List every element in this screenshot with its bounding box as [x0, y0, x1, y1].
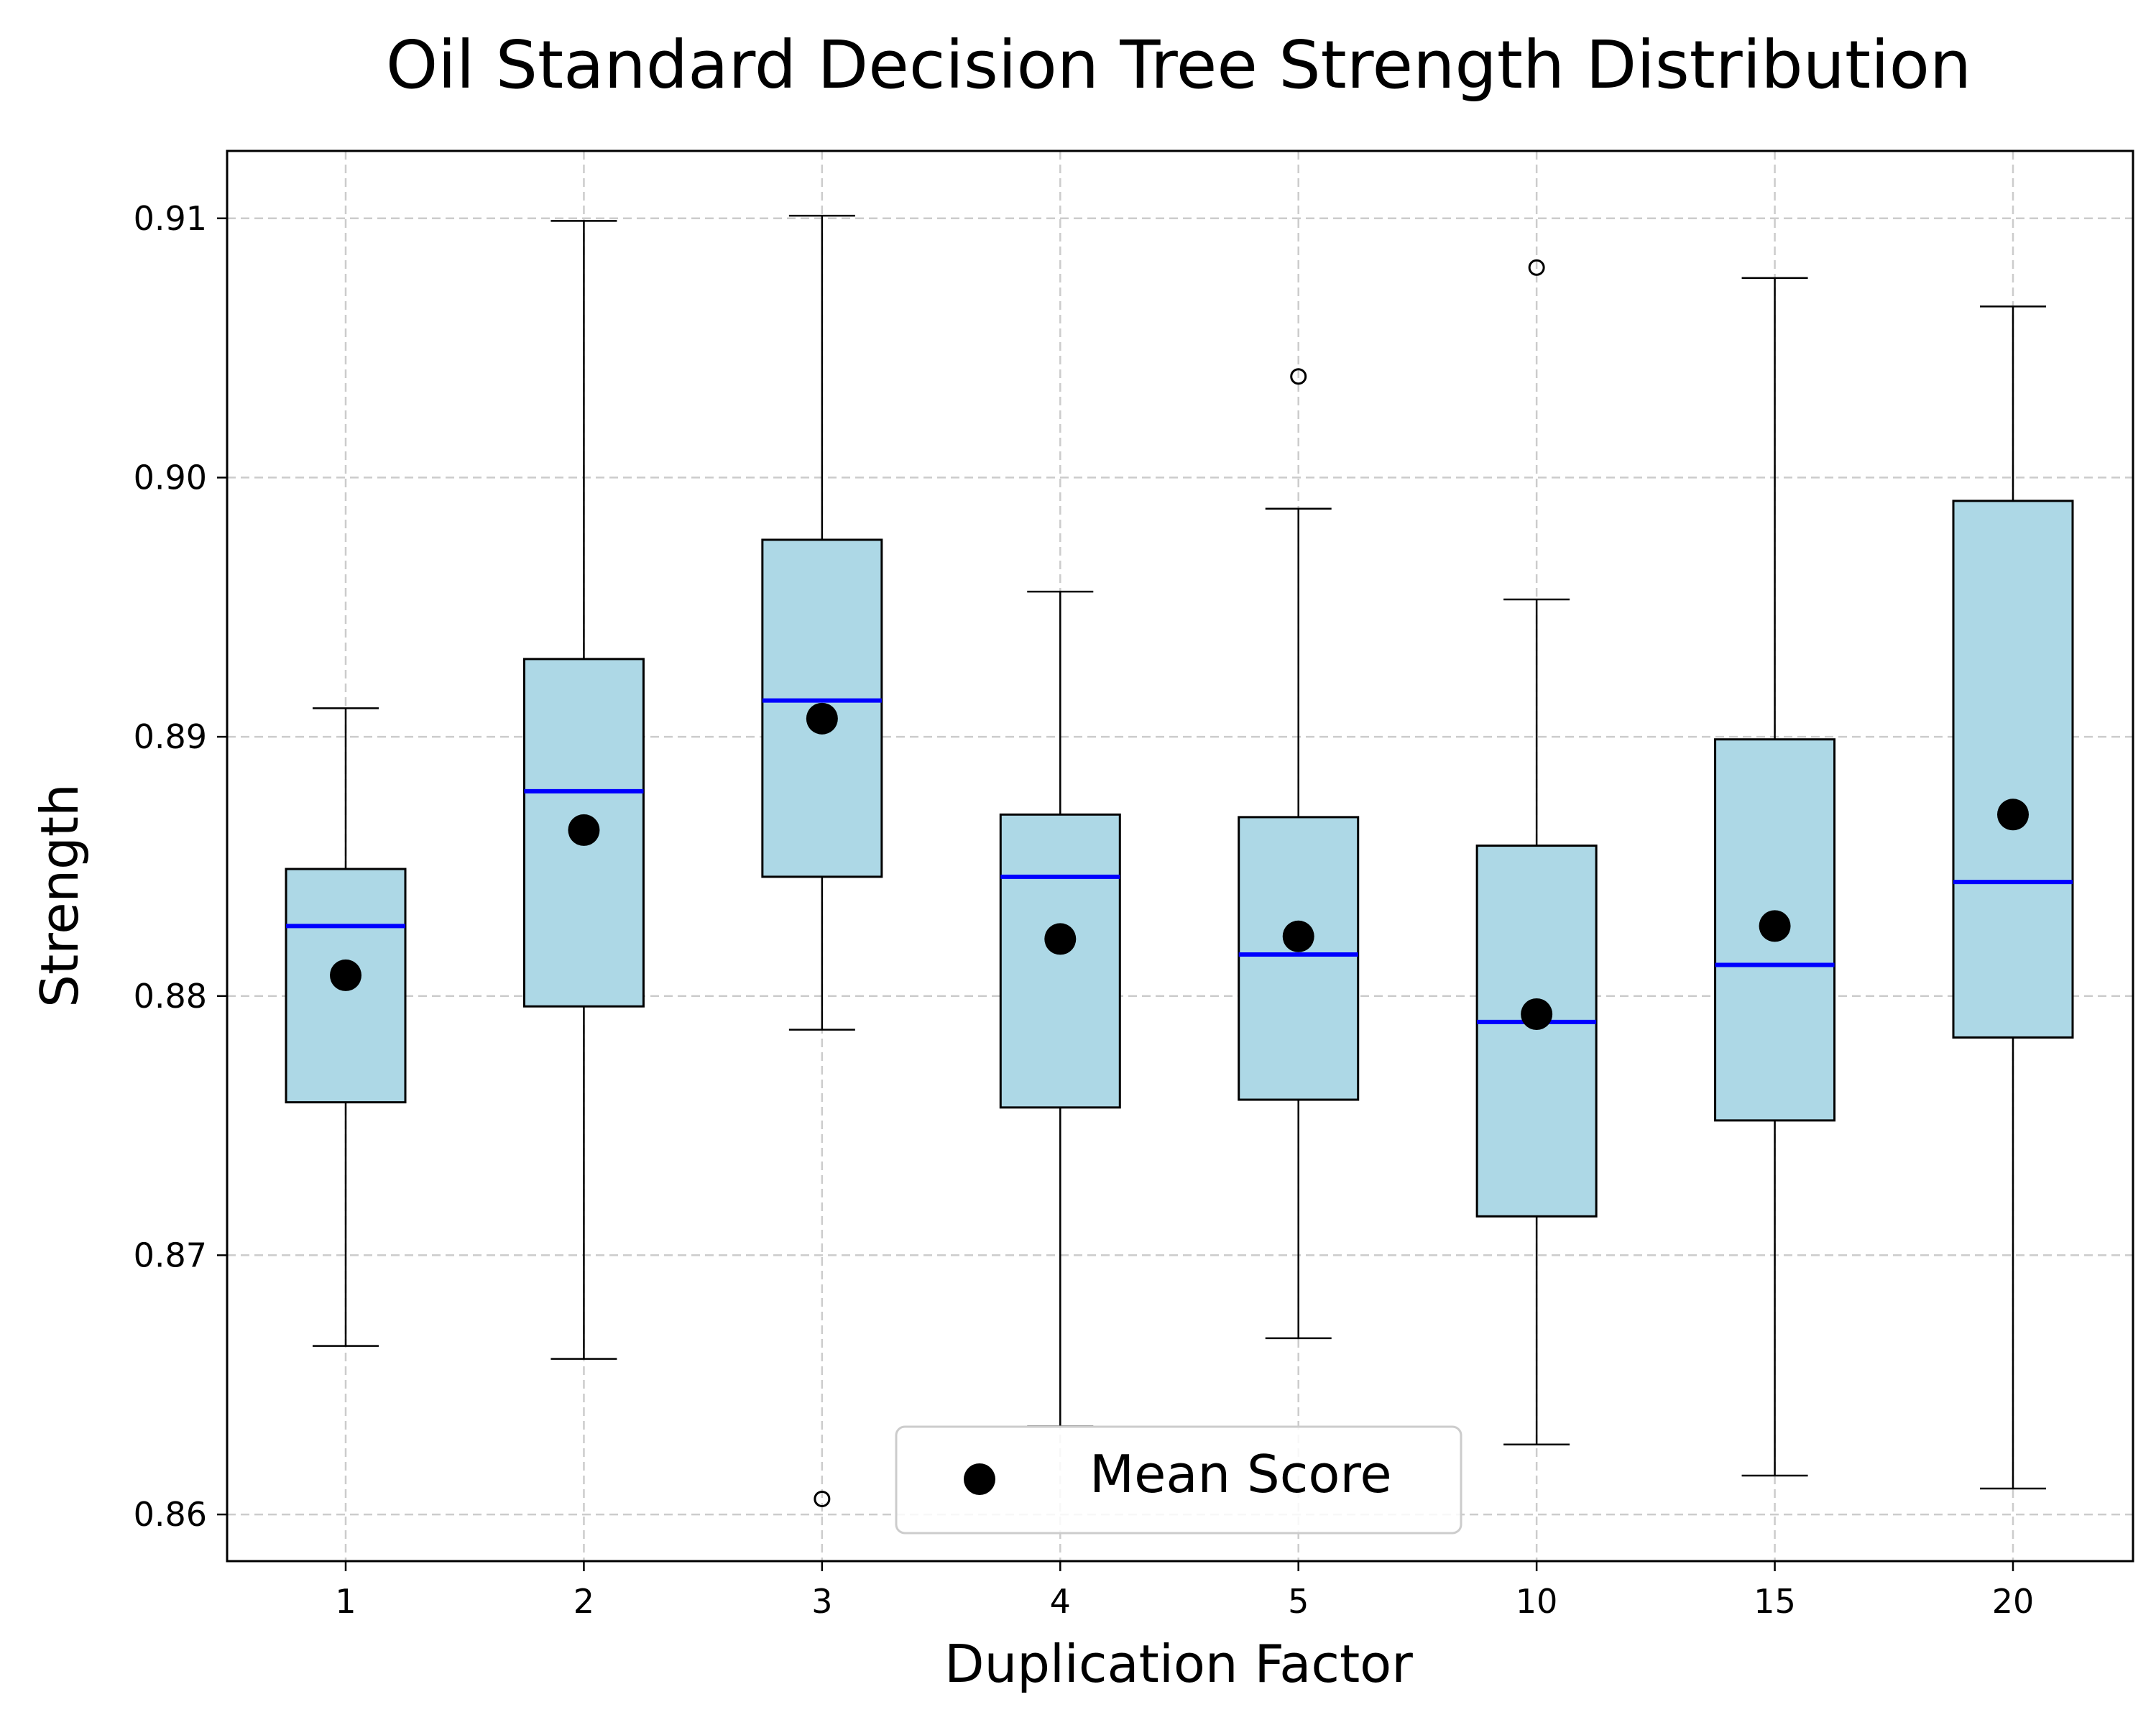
means-layer: [330, 702, 2029, 1031]
box-iqr: [1238, 816, 1360, 1101]
grid-lines: [227, 151, 2133, 1561]
box-iqr: [999, 813, 1121, 1109]
y-axis-label: Strength: [29, 783, 90, 1007]
mean-marker: [568, 814, 600, 846]
mean-marker: [1044, 923, 1077, 955]
box-group: [1238, 368, 1360, 1340]
y-tick-label: 0.91: [134, 199, 207, 238]
legend-frame: [895, 1425, 1462, 1535]
box-group: [522, 220, 645, 1360]
box-group: [1714, 277, 1836, 1477]
mean-marker: [806, 702, 838, 735]
x-tick-label: 2: [573, 1582, 594, 1621]
box-group: [1475, 259, 1598, 1445]
y-tick-label: 0.89: [134, 717, 207, 756]
outlier-point: [1528, 259, 1545, 276]
y-tick-label: 0.86: [134, 1495, 207, 1534]
x-tick-label: 3: [811, 1582, 832, 1621]
mean-marker: [1759, 910, 1791, 942]
legend-label-mean-score: Mean Score: [1089, 1444, 1392, 1504]
box-group: [1952, 305, 2074, 1490]
box-group: [285, 707, 407, 1347]
legend-mean-marker: [964, 1463, 995, 1495]
boxes-layer: [285, 214, 2074, 1507]
plot-frame: [226, 150, 2134, 1563]
x-tick-label: 10: [1516, 1582, 1558, 1621]
box-group: [999, 590, 1121, 1427]
mean-marker: [330, 959, 361, 991]
mean-marker: [1282, 920, 1314, 952]
legend: Mean Score: [895, 1425, 1462, 1535]
x-tick-label: 4: [1050, 1582, 1071, 1621]
y-tick-label: 0.90: [134, 458, 207, 497]
x-axis-label: Duplication Factor: [944, 1634, 1413, 1694]
x-tick-label: 1: [335, 1582, 356, 1621]
outlier-point: [1290, 368, 1307, 385]
outlier-point: [814, 1490, 831, 1507]
x-tick-label: 15: [1754, 1582, 1796, 1621]
chart-title: Oil Standard Decision Tree Strength Dist…: [386, 27, 1971, 104]
mean-marker: [1521, 998, 1553, 1031]
x-tick-label: 5: [1288, 1582, 1309, 1621]
axes-layer: 0.86 0.87 0.88 0.89 0.90 0.91 1 2 3 4 5 10 15 20: [134, 150, 2134, 1621]
y-tick-label: 0.88: [134, 977, 207, 1016]
x-tick-label: 20: [1992, 1582, 2035, 1621]
y-tick-label: 0.87: [134, 1236, 207, 1274]
box-iqr: [1952, 500, 2074, 1039]
mean-marker: [1997, 799, 2029, 831]
box-iqr: [1475, 845, 1598, 1218]
